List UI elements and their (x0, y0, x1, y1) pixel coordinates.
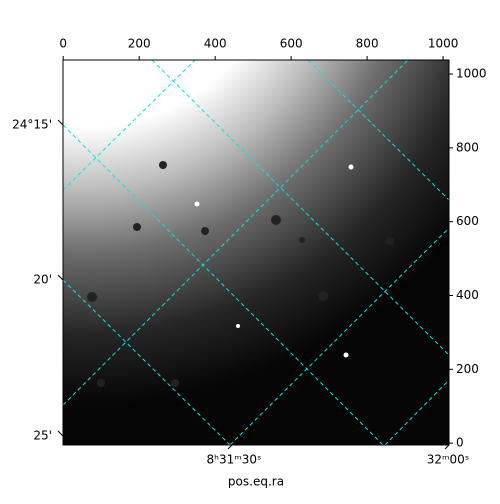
source (348, 164, 354, 170)
source (97, 379, 105, 387)
left-tick-label: 25' (33, 429, 52, 443)
source (386, 237, 394, 245)
bottom-tick-label: 8ʰ31ᵐ30ˢ (207, 453, 262, 467)
y-tick-label: 400 (456, 288, 479, 302)
world-tick (57, 119, 64, 126)
x-tick-label: 1000 (428, 37, 459, 51)
world-tick (57, 430, 64, 437)
left-tick-label: 20' (33, 273, 52, 287)
world-tick (227, 444, 233, 450)
source (201, 227, 209, 235)
coordinate-grid (63, 60, 449, 445)
x-axis-label: pos.eq.ra (228, 475, 284, 489)
grid-line (63, 60, 196, 191)
x-tick-label: 0 (59, 37, 67, 51)
source (171, 379, 179, 387)
sources (87, 161, 394, 387)
y-tick-label: 600 (456, 214, 479, 228)
grid-line (384, 379, 449, 445)
source (343, 352, 349, 358)
source (318, 291, 328, 301)
left-tick-label: 24°15' (12, 118, 52, 132)
grid-line (63, 60, 409, 406)
source (194, 201, 200, 207)
source (87, 292, 97, 302)
x-tick-label: 400 (204, 37, 227, 51)
x-tick-label: 200 (128, 37, 151, 51)
world-tick (444, 444, 450, 450)
y-tick-label: 0 (456, 436, 464, 450)
source (299, 237, 305, 243)
grid-line (307, 60, 449, 201)
grid-line (63, 124, 384, 445)
x-tick-label: 800 (356, 37, 379, 51)
source (236, 324, 240, 328)
y-tick-label: 1000 (456, 67, 487, 81)
source (159, 161, 167, 169)
y-tick-label: 800 (456, 140, 479, 154)
world-tick (57, 274, 64, 281)
x-tick-label: 600 (280, 37, 303, 51)
image (63, 60, 449, 445)
plot-frame (62, 59, 450, 446)
bottom-tick-label: 32ᵐ00ˢ (427, 453, 470, 467)
grid-line (229, 227, 449, 445)
y-tick-label: 200 (456, 362, 479, 376)
source (133, 223, 141, 231)
source (271, 215, 281, 225)
